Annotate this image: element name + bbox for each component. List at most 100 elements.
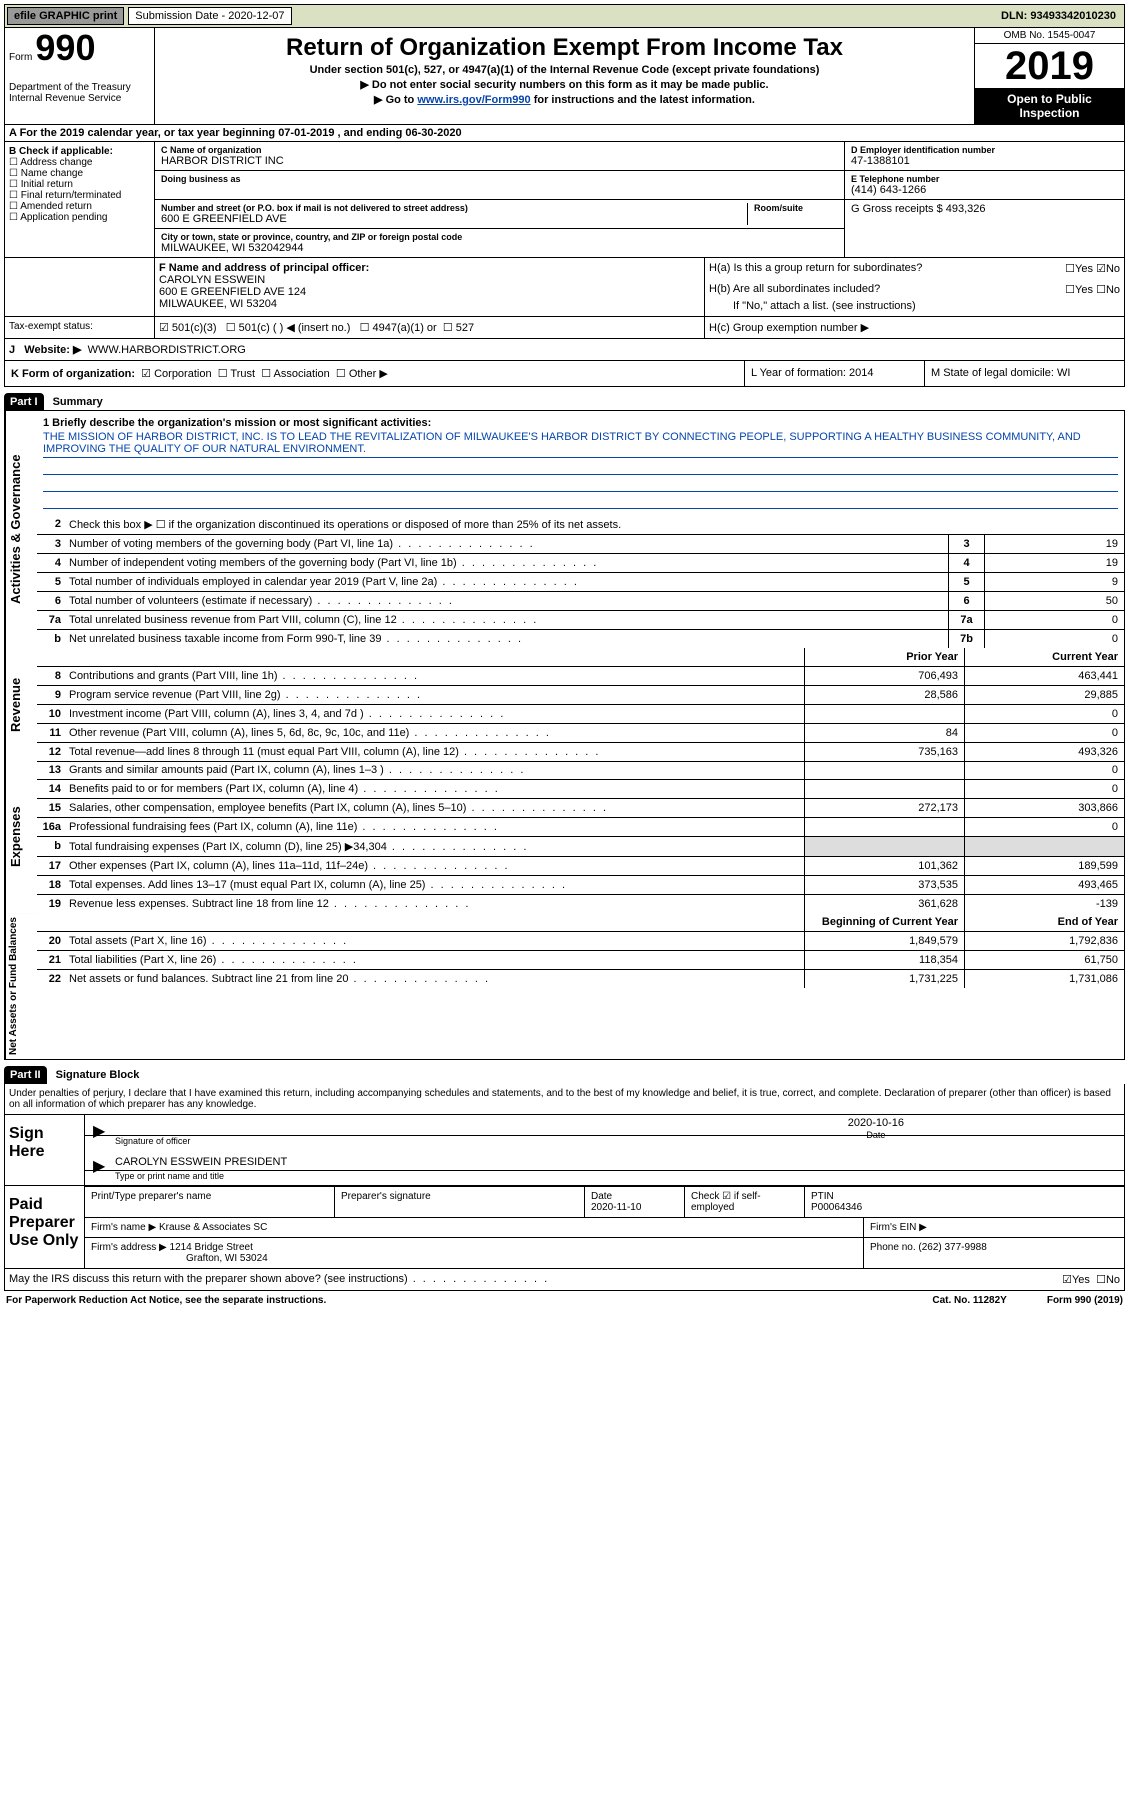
ha-no[interactable]: ☑No bbox=[1096, 262, 1120, 275]
website-value: WWW.HARBORDISTRICT.ORG bbox=[88, 344, 246, 356]
city-state-zip: MILWAUKEE, WI 532042944 bbox=[161, 242, 838, 254]
ag-line-5: 5 Total number of individuals employed i… bbox=[37, 573, 1124, 592]
form-title: Return of Organization Exempt From Incom… bbox=[159, 34, 970, 62]
line1-label: 1 Briefly describe the organization's mi… bbox=[43, 417, 1118, 429]
chk-4947[interactable]: 4947(a)(1) or bbox=[360, 322, 437, 334]
h-b: H(b) Are all subordinates included? bbox=[709, 283, 1065, 296]
prep-self-employed[interactable]: Check ☑ if self-employed bbox=[685, 1187, 805, 1217]
chk-address-change[interactable]: Address change bbox=[9, 157, 150, 168]
hb-no[interactable]: ☐No bbox=[1096, 283, 1120, 296]
row-a-period: A For the 2019 calendar year, or tax yea… bbox=[4, 125, 1125, 142]
discuss-no[interactable]: ☐No bbox=[1096, 1273, 1120, 1286]
ag-line-b: b Net unrelated business taxable income … bbox=[37, 630, 1124, 648]
form-number: 990 bbox=[35, 27, 95, 68]
chk-pending[interactable]: Application pending bbox=[9, 212, 150, 223]
col-eoy: End of Year bbox=[964, 913, 1124, 931]
side-revenue: Revenue bbox=[5, 648, 37, 761]
page-footer: For Paperwork Reduction Act Notice, see … bbox=[4, 1291, 1125, 1310]
firm-name: Firm's name ▶ Krause & Associates SC bbox=[85, 1218, 864, 1237]
prep-name-label: Print/Type preparer's name bbox=[85, 1187, 335, 1217]
col-boy: Beginning of Current Year bbox=[804, 913, 964, 931]
identity-block: B Check if applicable: Address change Na… bbox=[4, 142, 1125, 258]
tax-status-row: Tax-exempt status: 501(c)(3) 501(c) ( ) … bbox=[4, 317, 1125, 339]
chk-amended[interactable]: Amended return bbox=[9, 201, 150, 212]
officer-addr1: 600 E GREENFIELD AVE 124 bbox=[159, 286, 700, 298]
col-current-year: Current Year bbox=[964, 648, 1124, 666]
irs-label: Internal Revenue Service bbox=[9, 93, 150, 104]
part1-title: Summary bbox=[47, 396, 103, 408]
ha-yes[interactable]: ☐Yes bbox=[1065, 262, 1093, 275]
footer-mid: Cat. No. 11282Y bbox=[932, 1295, 1006, 1306]
fin-line-17: 17 Other expenses (Part IX, column (A), … bbox=[37, 857, 1124, 876]
fin-line-8: 8 Contributions and grants (Part VIII, l… bbox=[37, 667, 1124, 686]
form-header: Form 990 Department of the Treasury Inte… bbox=[4, 28, 1125, 125]
subtitle-2: Do not enter social security numbers on … bbox=[159, 78, 970, 91]
col-prior-year: Prior Year bbox=[804, 648, 964, 666]
fin-line-18: 18 Total expenses. Add lines 13–17 (must… bbox=[37, 876, 1124, 895]
part2-header: Part II bbox=[4, 1066, 47, 1084]
l-year: L Year of formation: 2014 bbox=[744, 361, 924, 386]
efile-button[interactable]: efile GRAPHIC print bbox=[7, 7, 124, 25]
ein-label: D Employer identification number bbox=[851, 145, 1118, 155]
signature-block: Under penalties of perjury, I declare th… bbox=[4, 1084, 1125, 1269]
fin-line-10: 10 Investment income (Part VIII, column … bbox=[37, 705, 1124, 724]
ag-line-3: 3 Number of voting members of the govern… bbox=[37, 535, 1124, 554]
officer-addr2: MILWAUKEE, WI 53204 bbox=[159, 298, 700, 310]
tax-status-label: Tax-exempt status: bbox=[5, 317, 155, 338]
subtitle-3: Go to www.irs.gov/Form990 for instructio… bbox=[159, 93, 970, 106]
officer-name-label: Type or print name and title bbox=[85, 1171, 1124, 1185]
side-activities: Activities & Governance bbox=[5, 411, 37, 648]
submission-date: Submission Date - 2020-12-07 bbox=[128, 7, 291, 25]
fin-line-14: 14 Benefits paid to or for members (Part… bbox=[37, 780, 1124, 799]
chk-501c[interactable]: 501(c) ( ) ◀ (insert no.) bbox=[226, 322, 351, 334]
j-label: J bbox=[9, 344, 21, 356]
h-c: H(c) Group exemption number ▶ bbox=[704, 317, 1124, 338]
fin-line-13: 13 Grants and similar amounts paid (Part… bbox=[37, 761, 1124, 780]
chk-name-change[interactable]: Name change bbox=[9, 168, 150, 179]
dba-label: Doing business as bbox=[161, 174, 838, 184]
part1-header: Part I bbox=[4, 393, 44, 411]
hb-yes[interactable]: ☐Yes bbox=[1065, 283, 1093, 296]
chk-other[interactable]: Other ▶ bbox=[336, 368, 388, 380]
penalty-text: Under penalties of perjury, I declare th… bbox=[5, 1084, 1124, 1114]
chk-501c3[interactable]: 501(c)(3) bbox=[159, 322, 217, 334]
firm-phone: Phone no. (262) 377-9988 bbox=[864, 1238, 1124, 1268]
fin-line-20: 20 Total assets (Part X, line 16) 1,849,… bbox=[37, 932, 1124, 951]
discuss-row: May the IRS discuss this return with the… bbox=[4, 1269, 1125, 1291]
city-label: City or town, state or province, country… bbox=[161, 232, 838, 242]
street-address: 600 E GREENFIELD AVE bbox=[161, 213, 741, 225]
prep-sig-label: Preparer's signature bbox=[335, 1187, 585, 1217]
chk-trust[interactable]: Trust bbox=[218, 368, 255, 380]
ag-line-6: 6 Total number of volunteers (estimate i… bbox=[37, 592, 1124, 611]
sig-date-label: Date bbox=[866, 1130, 885, 1140]
officer-name: CAROLYN ESSWEIN bbox=[159, 274, 700, 286]
h-a: H(a) Is this a group return for subordin… bbox=[709, 262, 1065, 275]
fin-line-11: 11 Other revenue (Part VIII, column (A),… bbox=[37, 724, 1124, 743]
ag-line-7a: 7a Total unrelated business revenue from… bbox=[37, 611, 1124, 630]
col-b-header: B Check if applicable: bbox=[9, 146, 150, 157]
k-label: K Form of organization: bbox=[11, 368, 135, 380]
fin-line-19: 19 Revenue less expenses. Subtract line … bbox=[37, 895, 1124, 913]
irs-link[interactable]: www.irs.gov/Form990 bbox=[417, 94, 530, 106]
activities-governance: Activities & Governance 1 Briefly descri… bbox=[4, 410, 1125, 649]
dept-treasury: Department of the Treasury bbox=[9, 82, 150, 93]
org-name-label: C Name of organization bbox=[161, 145, 838, 155]
fin-line-12: 12 Total revenue—add lines 8 through 11 … bbox=[37, 743, 1124, 761]
top-toolbar: efile GRAPHIC print Submission Date - 20… bbox=[4, 4, 1125, 28]
chk-corp[interactable]: Corporation bbox=[141, 368, 211, 380]
chk-assoc[interactable]: Association bbox=[261, 368, 330, 380]
fin-line-9: 9 Program service revenue (Part VIII, li… bbox=[37, 686, 1124, 705]
mission-text: THE MISSION OF HARBOR DISTRICT, INC. IS … bbox=[43, 429, 1118, 458]
m-state: M State of legal domicile: WI bbox=[924, 361, 1124, 386]
h-b-note: If "No," attach a list. (see instruction… bbox=[705, 300, 1124, 316]
dln-label: DLN: 93493342010230 bbox=[1001, 10, 1122, 22]
website-row: J Website: ▶ WWW.HARBORDISTRICT.ORG bbox=[4, 339, 1125, 361]
footer-left: For Paperwork Reduction Act Notice, see … bbox=[6, 1295, 326, 1306]
chk-527[interactable]: 527 bbox=[443, 322, 474, 334]
open-public-badge: Open to Public Inspection bbox=[975, 88, 1124, 124]
discuss-yes[interactable]: ☑Yes bbox=[1062, 1273, 1090, 1286]
chk-initial-return[interactable]: Initial return bbox=[9, 179, 150, 190]
sig-date: 2020-10-16 bbox=[848, 1117, 904, 1129]
chk-final-return[interactable]: Final return/terminated bbox=[9, 190, 150, 201]
ein-value: 47-1388101 bbox=[851, 155, 1118, 167]
